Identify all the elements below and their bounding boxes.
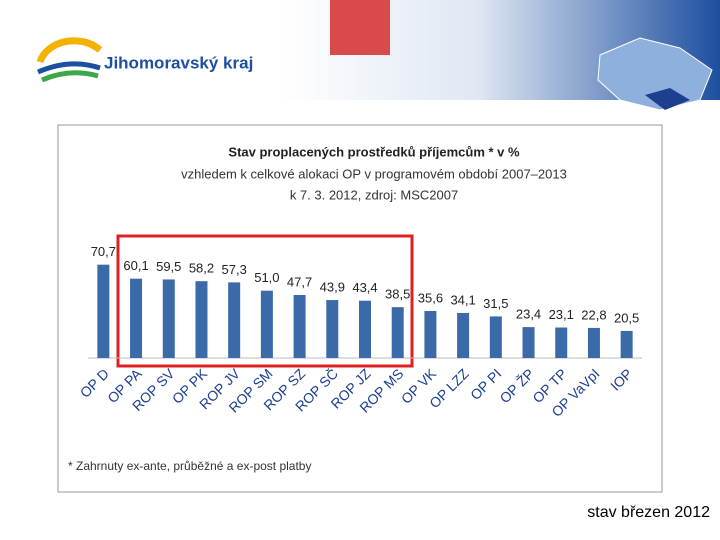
value-label: 59,5 xyxy=(156,259,181,274)
bar xyxy=(522,327,535,358)
value-label: 34,1 xyxy=(450,292,475,307)
map xyxy=(597,37,713,111)
value-label: 23,1 xyxy=(549,307,574,322)
bar xyxy=(359,300,371,358)
value-label: 20,5 xyxy=(614,310,639,325)
value-label: 58,2 xyxy=(189,261,214,276)
chart-title: Stav proplacených prostředků příjemcům *… xyxy=(228,144,520,159)
coat-of-arms xyxy=(330,0,390,55)
value-label: 31,5 xyxy=(483,296,508,311)
bar xyxy=(489,316,502,358)
chart-subtitle: k 7. 3. 2012, zdroj: MSC2007 xyxy=(290,187,458,202)
map-region xyxy=(645,88,690,110)
bar xyxy=(130,278,143,358)
logo-wave xyxy=(41,70,99,83)
value-label: 60,1 xyxy=(123,258,148,273)
logo-arc xyxy=(36,37,103,64)
bar xyxy=(293,295,306,358)
bar xyxy=(457,312,470,358)
logo-text: Jihomoravský kraj xyxy=(104,53,253,72)
bar xyxy=(260,290,273,358)
bar xyxy=(620,330,633,358)
value-label: 47,7 xyxy=(287,274,312,289)
chart-note: * Zahrnuty ex-ante, průběžné a ex-post p… xyxy=(68,459,311,473)
value-label: 38,5 xyxy=(385,287,410,302)
logo-wave xyxy=(36,61,101,75)
value-label: 22,8 xyxy=(581,307,606,322)
bar xyxy=(195,281,208,358)
bar xyxy=(424,311,437,358)
chart-subtitle: vzhledem k celkové alokaci OP v programo… xyxy=(181,166,567,181)
value-label: 51,0 xyxy=(254,270,279,285)
value-label: 57,3 xyxy=(222,262,247,277)
bar xyxy=(326,300,339,358)
value-label: 43,9 xyxy=(320,279,345,294)
bar xyxy=(587,327,600,358)
bar xyxy=(162,279,175,358)
value-label: 43,4 xyxy=(352,280,377,295)
bar xyxy=(97,264,110,358)
bar xyxy=(555,327,568,358)
highlight-box xyxy=(116,234,414,368)
value-label: 35,6 xyxy=(418,290,443,305)
value-label: 23,4 xyxy=(516,307,541,322)
bar xyxy=(228,282,241,358)
value-label: 70,7 xyxy=(91,244,116,259)
bar xyxy=(391,307,404,358)
status-text: stav březen 2012 xyxy=(587,504,710,521)
